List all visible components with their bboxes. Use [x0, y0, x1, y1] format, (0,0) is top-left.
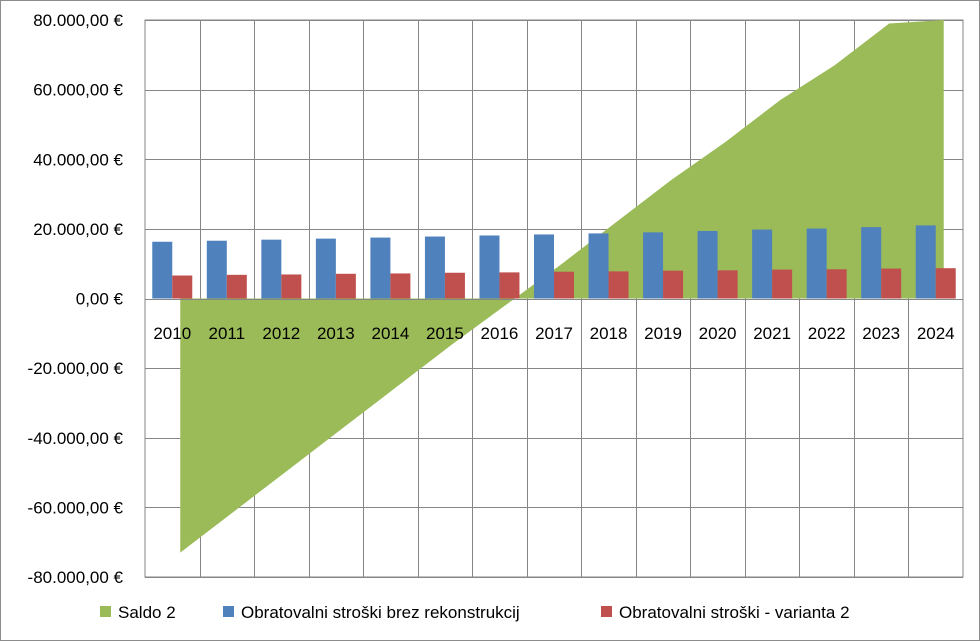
bar-varianta-2 — [663, 270, 684, 299]
bar-brez-rekonstrukcij — [861, 227, 882, 299]
x-tick-label: 2020 — [699, 324, 737, 343]
x-tick-label: 2021 — [753, 324, 791, 343]
bar-brez-rekonstrukcij — [206, 240, 227, 299]
y-tick-label: -40.000,00 € — [28, 429, 124, 448]
y-tick-label: 60.000,00 € — [33, 81, 123, 100]
legend-label: Saldo 2 — [118, 603, 176, 622]
bar-varianta-2 — [390, 273, 411, 299]
bar-brez-rekonstrukcij — [424, 236, 445, 299]
legend-label: Obratovalni stroški brez rekonstrukcij — [241, 603, 520, 622]
bar-varianta-2 — [172, 275, 193, 299]
legend-swatch — [223, 606, 234, 617]
x-tick-label: 2015 — [426, 324, 464, 343]
bar-varianta-2 — [881, 268, 902, 299]
bar-varianta-2 — [226, 274, 247, 299]
y-tick-label: 80.000,00 € — [33, 11, 123, 30]
bar-varianta-2 — [335, 273, 356, 299]
y-tick-label: 40.000,00 € — [33, 150, 123, 169]
y-tick-label: 0,00 € — [76, 290, 124, 309]
bar-brez-rekonstrukcij — [806, 228, 827, 299]
legend-label: Obratovalni stroški - varianta 2 — [619, 603, 850, 622]
x-tick-label: 2022 — [808, 324, 846, 343]
bar-varianta-2 — [444, 272, 465, 299]
x-tick-label: 2018 — [590, 324, 628, 343]
y-tick-label: -60.000,00 € — [28, 498, 124, 517]
legend-swatch — [601, 606, 612, 617]
axis-layer: 80.000,00 € 60.000,00 € 40.000,00 € 20.000,… — [28, 11, 963, 587]
bar-varianta-2 — [554, 271, 574, 299]
bar-brez-rekonstrukcij — [152, 241, 173, 299]
bar-varianta-2 — [826, 269, 847, 299]
bar-brez-rekonstrukcij — [697, 230, 718, 299]
x-tick-label: 2013 — [317, 324, 355, 343]
y-tick-label: -20.000,00 € — [28, 359, 124, 378]
bar-brez-rekonstrukcij — [370, 237, 391, 299]
bar-varianta-2 — [608, 271, 629, 299]
x-tick-label: 2024 — [917, 324, 955, 343]
bar-brez-rekonstrukcij — [915, 225, 936, 299]
x-tick-label: 2012 — [262, 324, 300, 343]
x-tick-label: 2017 — [535, 324, 573, 343]
y-tick-label: -80.000,00 € — [28, 568, 124, 587]
bar-layer — [152, 225, 956, 299]
bar-varianta-2 — [717, 270, 738, 299]
bar-brez-rekonstrukcij — [315, 238, 336, 299]
legend: Saldo 2 Obratovalni stroški brez rekonstr… — [100, 603, 850, 622]
bar-brez-rekonstrukcij — [479, 235, 500, 299]
bar-brez-rekonstrukcij — [261, 239, 282, 299]
x-tick-label: 2016 — [481, 324, 519, 343]
x-tick-label: 2023 — [862, 324, 900, 343]
bar-brez-rekonstrukcij — [643, 232, 664, 299]
x-tick-label: 2019 — [644, 324, 682, 343]
x-tick-label: 2011 — [209, 324, 246, 343]
x-tick-label: 2014 — [371, 324, 409, 343]
bar-varianta-2 — [499, 272, 520, 299]
bar-brez-rekonstrukcij — [534, 234, 554, 299]
bar-brez-rekonstrukcij — [752, 229, 773, 299]
bar-varianta-2 — [281, 274, 302, 299]
bar-brez-rekonstrukcij — [588, 233, 609, 299]
legend-swatch — [100, 606, 111, 617]
y-tick-label: 20.000,00 € — [33, 220, 123, 239]
x-tick-label: 2010 — [153, 324, 191, 343]
bar-varianta-2 — [772, 269, 793, 299]
bar-varianta-2 — [935, 268, 956, 299]
